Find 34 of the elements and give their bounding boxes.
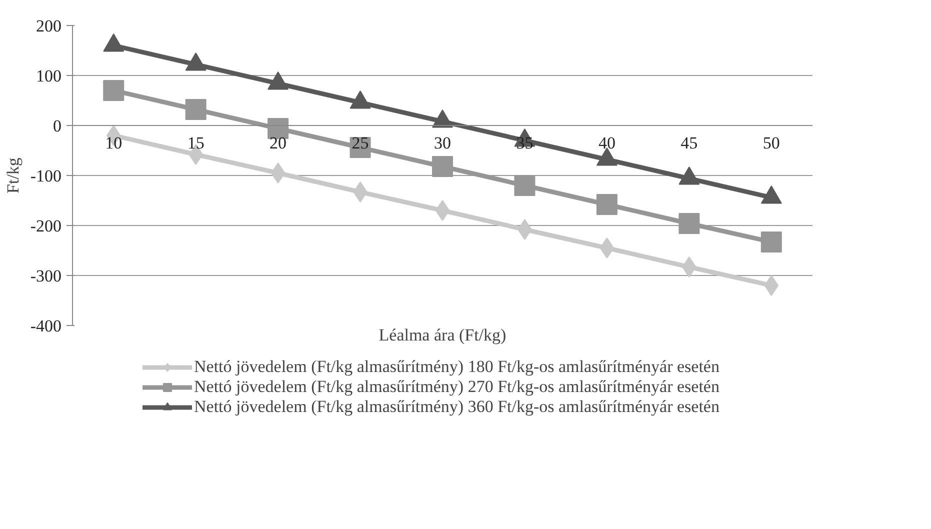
x-tick-label: 15 [187,134,204,152]
x-tick-label: 40 [598,134,616,152]
y-tick-label: 200 [36,16,62,36]
point [185,52,206,71]
y-axis-title: Ft/kg [3,157,22,194]
legend-label: Nettó jövedelem (Ft/kg almasűrítmény) 180 Ft/kg-os amlasűrítményár esetén [194,357,720,377]
point [596,194,618,215]
x-tick-label: 10 [105,134,122,152]
x-tick-label: 45 [680,134,698,152]
point [600,238,614,258]
point [760,232,782,252]
y-tick-label: -200 [30,216,62,236]
y-tick-label: -300 [30,266,62,286]
x-axis-title: Léalma ára (Ft/kg) [378,326,506,344]
legend-label: Nettó jövedelem (Ft/kg almasűrítmény) 360 Ft/kg-os amlasűrítményár esetén [194,397,720,417]
point [435,200,450,221]
legend-label: Nettó jövedelem (Ft/kg almasűrítmény) 270 Ft/kg-os amlasűrítményár esetén [194,377,720,397]
y-tick-label: -400 [30,316,62,336]
y-tick-label: -100 [30,166,62,186]
point [514,175,536,196]
point [764,275,779,296]
point [678,213,700,234]
point [350,90,371,109]
x-tick-label: 30 [434,134,451,152]
x-tick-label: 25 [352,134,369,152]
y-tick-label: 100 [36,66,62,86]
point [432,156,453,177]
x-tick-label: 50 [762,134,780,152]
point [270,162,286,184]
point [268,71,289,90]
point [268,118,289,139]
point [103,33,124,52]
x-tick-label: 20 [270,134,287,152]
y-tick-label: 0 [53,116,62,136]
